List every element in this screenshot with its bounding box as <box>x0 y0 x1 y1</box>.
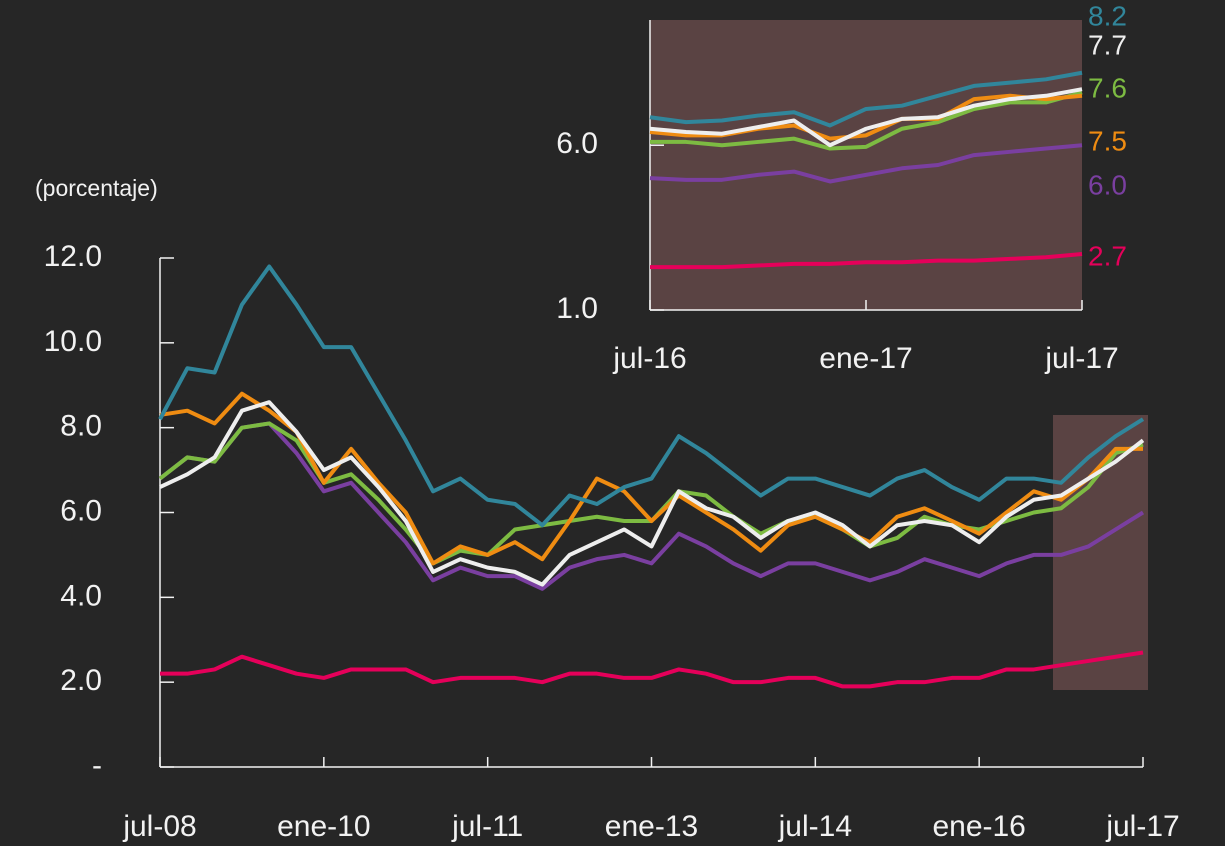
value-label: 7.6 <box>1088 72 1127 103</box>
y-tick-label: 2.0 <box>60 664 102 697</box>
line <box>650 251 1083 270</box>
x-tick-label: jul-17 <box>1105 810 1179 843</box>
y-axis-label: (porcentaje) <box>35 175 158 201</box>
x-tick-label: jul-17 <box>1044 342 1118 375</box>
x-tick-label: ene-13 <box>605 810 698 843</box>
x-tick-label: ene-17 <box>819 342 912 375</box>
line <box>649 70 1083 128</box>
x-tick-label: ene-10 <box>277 810 370 843</box>
value-label: 7.5 <box>1088 125 1127 156</box>
line <box>649 143 1083 184</box>
x-tick-label: jul-14 <box>778 810 852 843</box>
value-label: 8.2 <box>1088 0 1127 31</box>
value-label: 7.7 <box>1088 29 1127 60</box>
y-tick-label: 10.0 <box>44 325 102 358</box>
y-tick-label: 4.0 <box>60 579 102 612</box>
value-label: 6.0 <box>1088 169 1127 200</box>
value-label: 2.7 <box>1088 240 1127 271</box>
line <box>159 391 1143 566</box>
y-tick-label: - <box>92 749 102 782</box>
y-tick-label: 6.0 <box>60 494 102 527</box>
y-tick-label: 12.0 <box>44 240 102 273</box>
y-tick-label: 1.0 <box>556 292 598 325</box>
x-tick-label: jul-11 <box>451 810 523 843</box>
line <box>158 421 1145 591</box>
x-tick-label: ene-16 <box>932 810 1025 843</box>
y-tick-label: 8.0 <box>60 410 102 443</box>
line <box>158 264 1145 528</box>
line <box>160 650 1144 689</box>
x-tick-label: jul-16 <box>612 342 686 375</box>
line <box>159 400 1145 587</box>
x-tick-label: jul-08 <box>122 810 196 843</box>
line <box>649 87 1083 148</box>
line <box>650 90 1083 151</box>
y-tick-label: 6.0 <box>556 127 598 160</box>
